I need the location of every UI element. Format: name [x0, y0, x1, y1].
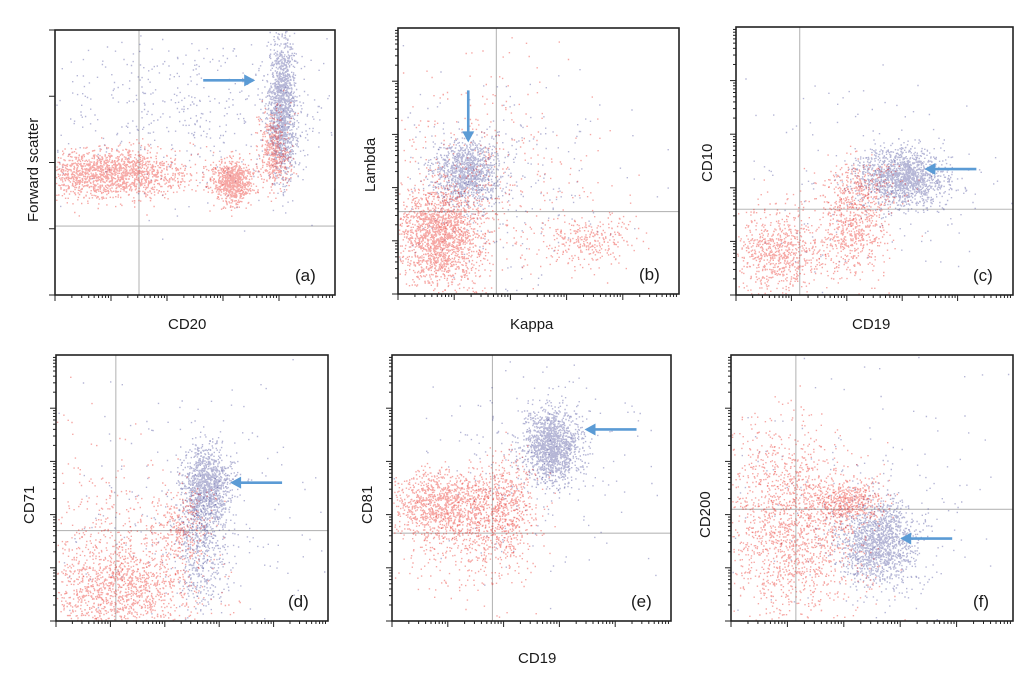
scatter-plot-d: (d) — [50, 354, 329, 627]
plot-frame — [391, 354, 672, 622]
series-target — [732, 356, 1010, 621]
plot-frame — [397, 27, 680, 295]
data-point-cluster — [835, 128, 995, 230]
arrow-indicator — [230, 476, 283, 489]
plot-panel-c: (c) CD10 — [696, 22, 1016, 312]
series-gated — [737, 145, 923, 295]
arrow-indicator — [900, 532, 953, 545]
data-point-cluster — [458, 431, 556, 588]
y-axis-label: Forward scatter — [25, 117, 42, 222]
data-point-cluster — [249, 89, 299, 202]
scatter-plot-e: (e) — [386, 354, 672, 627]
panel-label: (d) — [288, 592, 309, 611]
data-point-cluster — [393, 461, 546, 554]
data-point-cluster — [394, 465, 556, 618]
data-point-cluster — [257, 30, 309, 214]
data-point-cluster — [393, 361, 658, 610]
data-point-cluster — [399, 45, 669, 292]
panel-label: (a) — [295, 266, 316, 285]
axis-ticks — [49, 29, 333, 301]
data-point-cluster — [731, 401, 906, 621]
axis-ticks — [725, 356, 1011, 627]
plot-panel-f: (f) CD200 — [695, 352, 1015, 627]
axis-ticks — [730, 28, 1011, 301]
data-point-cluster — [56, 491, 241, 622]
arrow-indicator — [584, 423, 637, 436]
panel-label: (f) — [973, 592, 989, 611]
data-point-cluster — [536, 199, 650, 276]
y-axis-label: Lambda — [362, 137, 379, 192]
data-point-cluster — [799, 145, 920, 227]
data-point-cluster — [805, 463, 898, 532]
series-gated — [56, 376, 241, 622]
series-target — [58, 359, 326, 621]
data-point-cluster — [732, 356, 1010, 621]
series-target — [399, 45, 669, 292]
series-gated — [398, 37, 650, 295]
y-axis-label: CD200 — [697, 491, 714, 538]
plot-frame — [730, 354, 1014, 622]
y-axis-label: CD10 — [699, 143, 716, 182]
series-gated — [731, 385, 906, 621]
y-axis-label: CD81 — [359, 485, 376, 524]
scatter-plot-a: (a) — [49, 29, 336, 301]
data-point-cluster — [802, 175, 923, 295]
y-axis-label: CD71 — [21, 485, 38, 524]
panel-label: (b) — [639, 265, 660, 284]
data-point-cluster — [409, 121, 516, 232]
scatter-plot-f: (f) — [725, 354, 1014, 627]
plot-panel-d: (d) CD71 — [20, 352, 336, 627]
arrow-indicator — [203, 74, 256, 87]
scatter-plot-b: (b) — [392, 27, 680, 300]
series-target — [56, 30, 336, 240]
arrow-indicator — [462, 90, 475, 143]
axis-ticks — [386, 356, 669, 627]
plot-frame — [55, 354, 329, 622]
panel-label: (e) — [631, 592, 652, 611]
data-point-cluster — [55, 137, 254, 217]
data-point-cluster — [399, 37, 640, 295]
data-point-cluster — [807, 464, 942, 619]
series-gated — [55, 89, 299, 217]
arrow-indicator — [924, 163, 977, 176]
plot-frame — [735, 26, 1014, 296]
data-point-cluster — [201, 150, 259, 217]
axis-ticks — [392, 29, 677, 300]
data-point-cluster — [508, 385, 594, 516]
x-axis-label: CD20 — [168, 316, 207, 333]
x-axis-label: CD19 — [852, 316, 891, 333]
plot-panel-a: (a) Forward scatter — [24, 22, 336, 312]
series-target — [393, 361, 658, 610]
scatter-plot-c: (c) — [730, 26, 1014, 301]
x-axis-label: CD19 — [518, 650, 557, 667]
data-point-cluster — [129, 458, 226, 576]
series-target — [745, 64, 1013, 294]
plot-panel-e: (e) CD81 — [358, 352, 678, 627]
data-point-cluster — [166, 408, 242, 569]
panel-label: (c) — [973, 266, 993, 285]
data-point-cluster — [398, 138, 509, 294]
plot-panel-b: (b) Lambda — [360, 22, 680, 312]
data-point-cluster — [737, 179, 840, 295]
series-gated — [393, 431, 556, 618]
x-axis-label: Kappa — [510, 316, 554, 333]
axis-ticks — [50, 356, 327, 627]
